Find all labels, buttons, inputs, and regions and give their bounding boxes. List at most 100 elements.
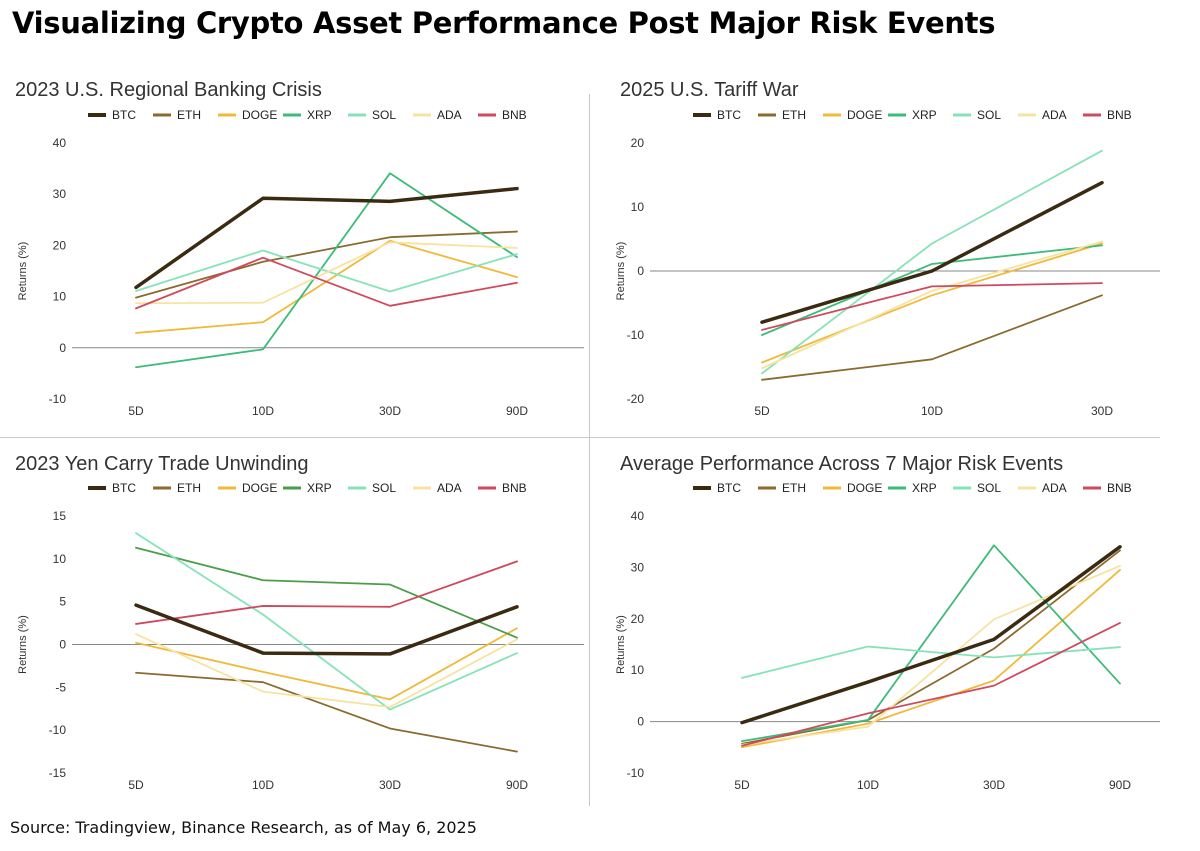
y-tick-label: -20 bbox=[627, 392, 645, 406]
legend-label: BNB bbox=[502, 108, 527, 122]
legend-label: SOL bbox=[372, 108, 396, 122]
y-tick-label: 40 bbox=[53, 136, 67, 150]
series-line-ada bbox=[135, 241, 518, 305]
legend-label: BNB bbox=[1107, 108, 1132, 122]
series-line-eth bbox=[761, 294, 1103, 381]
chart-title: 2025 U.S. Tariff War bbox=[620, 79, 799, 101]
legend-item-ada: ADA bbox=[413, 481, 462, 495]
x-tick-label: 30D bbox=[1091, 404, 1113, 418]
x-tick-label: 10D bbox=[921, 404, 943, 418]
legend-item-eth: ETH bbox=[153, 481, 201, 495]
y-axis-label: Returns (%) bbox=[17, 615, 29, 674]
legend-item-eth: ETH bbox=[758, 481, 806, 495]
series-line-bnb bbox=[741, 622, 1121, 747]
horizontal-divider bbox=[0, 437, 1160, 438]
legend-item-sol: SOL bbox=[953, 481, 1001, 495]
legend-item-doge: DOGE bbox=[823, 108, 882, 122]
legend-item-doge: DOGE bbox=[823, 481, 882, 495]
chart-panel-average-performance: Average Performance Across 7 Major Risk … bbox=[590, 444, 1180, 804]
legend-item-sol: SOL bbox=[953, 108, 1001, 122]
x-tick-label: 5D bbox=[128, 404, 144, 418]
legend-label: XRP bbox=[307, 481, 332, 495]
y-tick-label: 15 bbox=[53, 509, 67, 523]
chart-panel-banking-crisis: 2023 U.S. Regional Banking Crisis BTC ETH D… bbox=[0, 70, 588, 435]
x-tick-label: 10D bbox=[252, 778, 274, 792]
legend-label: XRP bbox=[307, 108, 332, 122]
y-tick-label: -15 bbox=[49, 766, 67, 780]
x-tick-label: 90D bbox=[506, 404, 528, 418]
y-tick-label: 20 bbox=[631, 612, 645, 626]
x-tick-label: 90D bbox=[506, 778, 528, 792]
legend-label: DOGE bbox=[847, 481, 882, 495]
series-line-ada bbox=[741, 564, 1121, 746]
legend-label: ADA bbox=[1042, 108, 1067, 122]
series-line-bnb bbox=[135, 256, 518, 310]
y-tick-label: 0 bbox=[637, 264, 644, 278]
legend-label: BTC bbox=[717, 108, 741, 122]
x-tick-label: 90D bbox=[1109, 778, 1131, 792]
legend-label: BTC bbox=[112, 108, 136, 122]
y-tick-label: -10 bbox=[627, 766, 645, 780]
x-tick-label: 5D bbox=[128, 778, 144, 792]
legend-label: SOL bbox=[372, 481, 396, 495]
legend-item-bnb: BNB bbox=[1083, 108, 1132, 122]
legend-label: SOL bbox=[977, 481, 1001, 495]
legend-item-btc: BTC bbox=[693, 108, 741, 122]
x-tick-label: 30D bbox=[379, 404, 401, 418]
y-tick-label: 20 bbox=[631, 136, 645, 150]
legend-item-xrp: XRP bbox=[888, 108, 937, 122]
series-line-xrp bbox=[135, 546, 518, 639]
y-tick-label: 10 bbox=[631, 663, 645, 677]
legend-label: ADA bbox=[437, 108, 462, 122]
series-line-doge bbox=[135, 627, 518, 701]
y-tick-label: -10 bbox=[627, 328, 645, 342]
legend-label: DOGE bbox=[847, 108, 882, 122]
x-tick-label: 10D bbox=[252, 404, 274, 418]
legend-item-bnb: BNB bbox=[478, 481, 527, 495]
legend-label: ETH bbox=[177, 481, 201, 495]
legend-label: BTC bbox=[112, 481, 136, 495]
y-tick-label: 0 bbox=[59, 341, 66, 355]
series-line-sol bbox=[761, 149, 1103, 375]
legend-item-xrp: XRP bbox=[283, 108, 332, 122]
legend-label: BTC bbox=[717, 481, 741, 495]
legend-item-btc: BTC bbox=[88, 108, 136, 122]
y-tick-label: -5 bbox=[55, 680, 66, 694]
series-line-btc bbox=[760, 180, 1104, 324]
legend-label: ETH bbox=[782, 108, 806, 122]
y-tick-label: 20 bbox=[53, 238, 67, 252]
y-tick-label: 5 bbox=[59, 595, 66, 609]
chart-title: 2023 U.S. Regional Banking Crisis bbox=[15, 79, 322, 101]
legend-label: SOL bbox=[977, 108, 1001, 122]
series-line-bnb bbox=[761, 282, 1103, 331]
series-line-sol bbox=[135, 532, 518, 711]
legend-label: ETH bbox=[177, 108, 201, 122]
legend-item-bnb: BNB bbox=[1083, 481, 1132, 495]
legend-item-eth: ETH bbox=[758, 108, 806, 122]
legend-label: BNB bbox=[1107, 481, 1132, 495]
legend-item-btc: BTC bbox=[693, 481, 741, 495]
y-tick-label: 0 bbox=[637, 715, 644, 729]
x-tick-label: 5D bbox=[754, 404, 770, 418]
legend-label: DOGE bbox=[242, 108, 277, 122]
y-axis-label: Returns (%) bbox=[615, 242, 627, 301]
y-tick-label: -10 bbox=[49, 392, 67, 406]
series-line-sol bbox=[135, 249, 518, 293]
legend-item-btc: BTC bbox=[88, 481, 136, 495]
series-line-ada bbox=[761, 240, 1103, 370]
series-line-doge bbox=[761, 242, 1103, 364]
y-tick-label: 10 bbox=[53, 290, 67, 304]
chart-panel-tariff-war: 2025 U.S. Tariff War BTC ETH DOGE XRP SOL ADA B… bbox=[590, 70, 1180, 435]
legend-label: ADA bbox=[437, 481, 462, 495]
x-tick-label: 30D bbox=[379, 778, 401, 792]
series-line-eth bbox=[135, 230, 518, 299]
y-axis-label: Returns (%) bbox=[615, 615, 627, 674]
legend-label: BNB bbox=[502, 481, 527, 495]
legend-item-xrp: XRP bbox=[888, 481, 937, 495]
source-note: Source: Tradingview, Binance Research, a… bbox=[10, 818, 477, 837]
x-tick-label: 5D bbox=[734, 778, 750, 792]
series-line-bnb bbox=[135, 560, 518, 625]
series-line-btc bbox=[134, 603, 519, 656]
legend-item-sol: SOL bbox=[348, 108, 396, 122]
legend-item-ada: ADA bbox=[1018, 481, 1067, 495]
